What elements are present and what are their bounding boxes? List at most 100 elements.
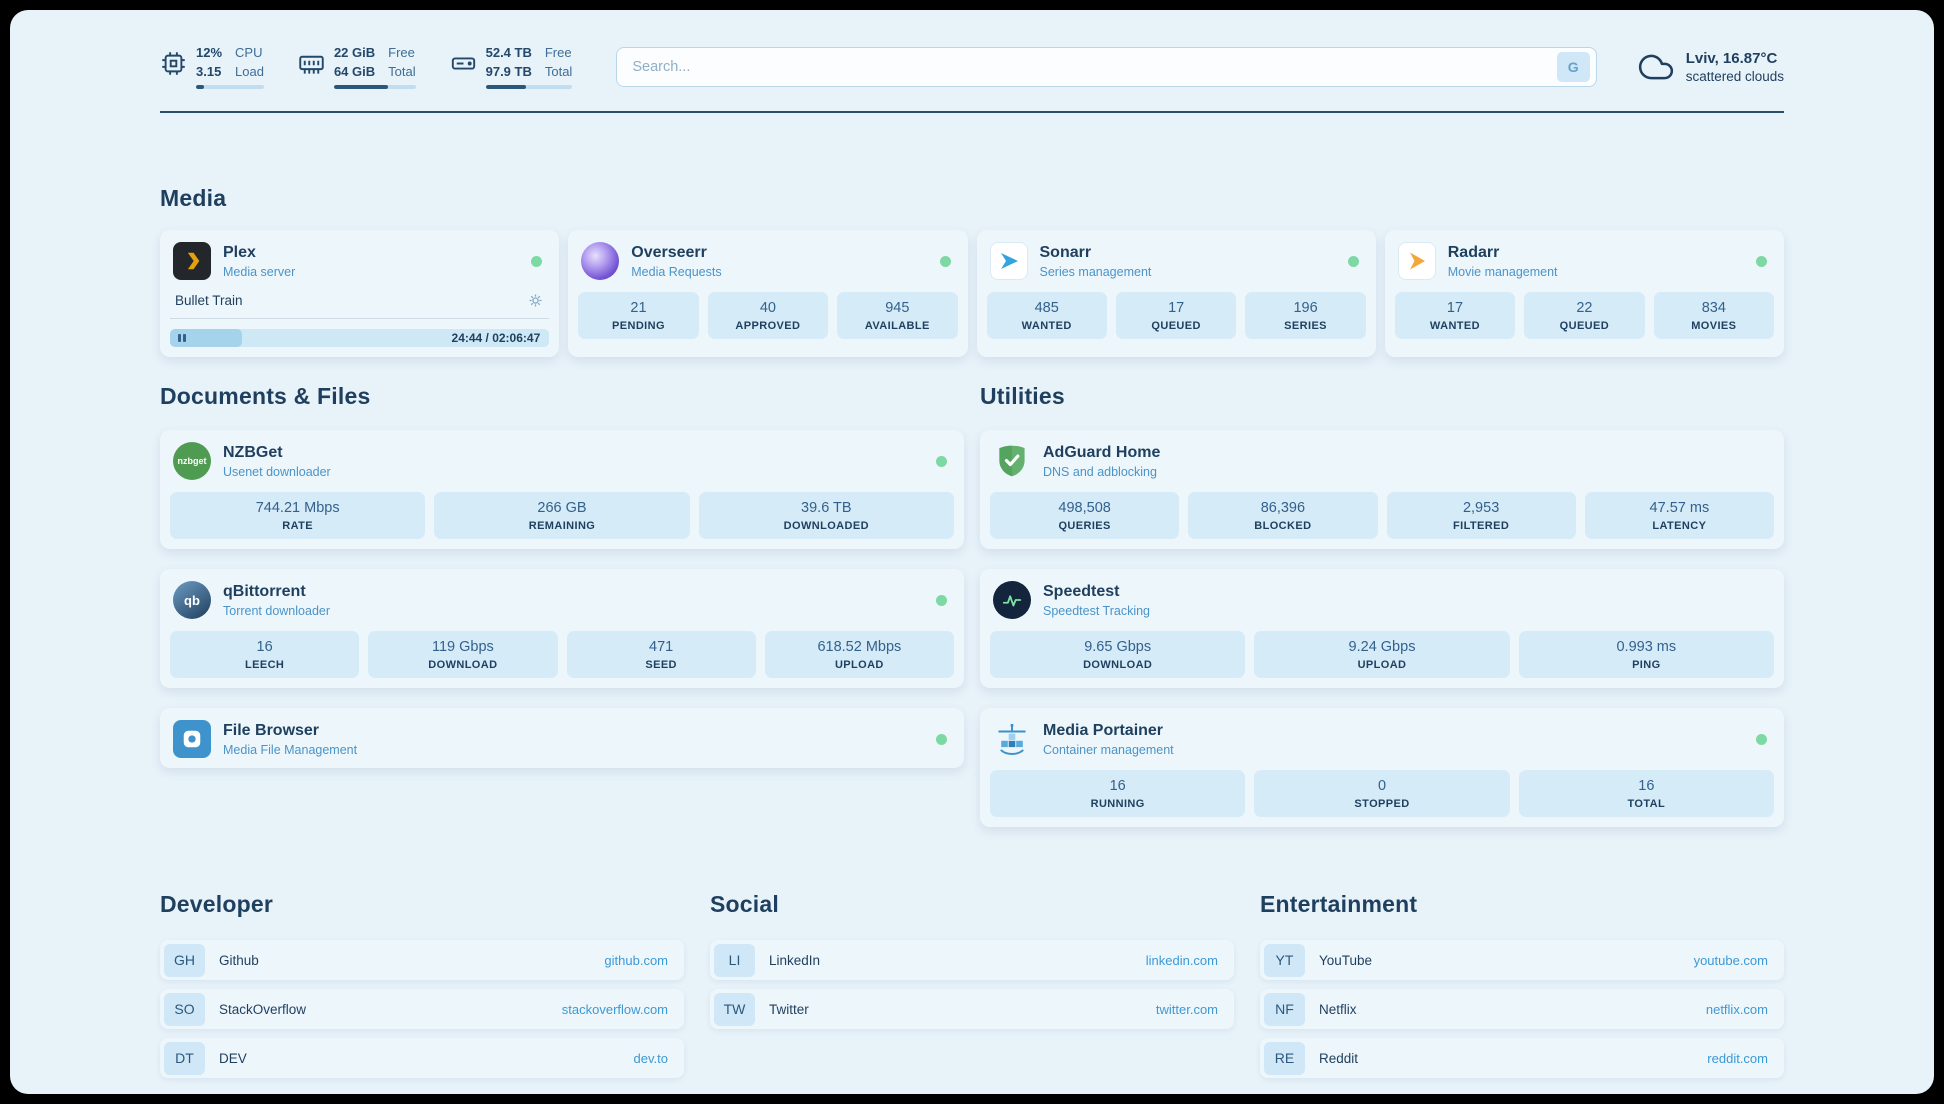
- status-dot: [939, 255, 951, 267]
- sonarr-app-link[interactable]: Sonarr Series management: [987, 240, 1366, 281]
- stat-downloaded: 39.6 TB DOWNLOADED: [698, 492, 954, 540]
- stat-pending: 21 PENDING: [578, 292, 699, 340]
- stat-download: 119 Gbps DOWNLOAD: [368, 631, 558, 679]
- cpu-label: CPU: [235, 45, 263, 60]
- disk-total-label: Total: [544, 63, 573, 79]
- cpu-progress-bar: [196, 85, 264, 90]
- bookmark-name: StackOverflow: [219, 1001, 307, 1017]
- stat-queries: 498,508 QUERIES: [990, 492, 1180, 540]
- disk-free-label: Free: [544, 45, 572, 60]
- media-card-grid: Plex Media server Bullet Train 24: [160, 230, 1784, 358]
- load-label: Load: [235, 63, 264, 79]
- app-title: Radarr: [1447, 243, 1500, 261]
- media-progress-bar[interactable]: 24:44 / 02:06:47: [170, 329, 550, 348]
- bookmark-netflix[interactable]: NF Netflix netflix.com: [1260, 989, 1784, 1030]
- bookmarks-grid: Developer GH Github github.com SO StackO…: [160, 891, 1784, 1087]
- qbittorrent-app-link[interactable]: qb qBittorrent Torrent downloader: [170, 579, 954, 620]
- bookmark-github[interactable]: GH Github github.com: [160, 940, 684, 981]
- app-title: Overseerr: [631, 243, 707, 261]
- cpu-icon: [160, 50, 187, 77]
- overseerr-app-link[interactable]: Overseerr Media Requests: [578, 240, 957, 281]
- bookmark-group-developer: Developer GH Github github.com SO StackO…: [160, 891, 684, 1087]
- stat-running: 16 RUNNING: [990, 770, 1246, 818]
- gear-icon[interactable]: [527, 292, 544, 309]
- app-card-speedtest: Speedtest Speedtest Tracking 9.65 Gbps D…: [980, 569, 1784, 689]
- app-subtitle: Speedtest Tracking: [1043, 603, 1151, 618]
- bookmark-link[interactable]: dev.to: [633, 1050, 668, 1066]
- media-progress-fill: [170, 329, 243, 348]
- bookmark-link[interactable]: netflix.com: [1705, 1001, 1768, 1017]
- bookmark-name: LinkedIn: [769, 952, 821, 968]
- nzbget-app-link[interactable]: nzbget NZBGet Usenet downloader: [170, 440, 954, 481]
- stat-stopped: 0 STOPPED: [1254, 770, 1510, 818]
- media-time: 24:44 / 02:06:47: [451, 331, 541, 346]
- stat-leech: 16 LEECH: [170, 631, 360, 679]
- weather-location: Lviv, 16.87°C: [1685, 49, 1778, 67]
- bookmark-youtube[interactable]: YT YouTube youtube.com: [1260, 940, 1784, 981]
- app-subtitle: Movie management: [1447, 264, 1558, 279]
- status-dot: [936, 455, 947, 467]
- topbar: 12% CPU 3.15 Load: [160, 10, 1784, 114]
- app-subtitle: DNS and adblocking: [1043, 464, 1157, 479]
- stat-upload: 618.52 Mbps UPLOAD: [764, 631, 954, 679]
- bookmark-abbr: DT: [164, 1041, 205, 1075]
- bookmark-name: Netflix: [1319, 1001, 1357, 1017]
- status-dot: [936, 733, 947, 745]
- bookmark-link[interactable]: linkedin.com: [1145, 952, 1218, 968]
- search-input[interactable]: [632, 58, 1557, 75]
- stat-approved: 40 APPROVED: [707, 292, 829, 340]
- radarr-app-link[interactable]: Radarr Movie management: [1395, 240, 1774, 281]
- app-card-portainer: Media Portainer Container management 16 …: [980, 708, 1784, 828]
- portainer-app-link[interactable]: Media Portainer Container management: [990, 718, 1774, 758]
- app-subtitle: Usenet downloader: [223, 464, 331, 479]
- radarr-icon: [1397, 242, 1436, 281]
- stat-rate: 744.21 Mbps RATE: [170, 492, 426, 540]
- bookmark-reddit[interactable]: RE Reddit reddit.com: [1260, 1038, 1784, 1079]
- weather-widget: Lviv, 16.87°C scattered clouds: [1637, 48, 1784, 86]
- app-title: Media Portainer: [1043, 721, 1164, 739]
- app-title: qBittorrent: [223, 582, 306, 600]
- stat-queued: 22 QUEUED: [1524, 292, 1645, 340]
- cloud-icon: [1637, 48, 1675, 86]
- bookmark-link[interactable]: reddit.com: [1707, 1050, 1768, 1066]
- speedtest-app-link[interactable]: Speedtest Speedtest Tracking: [990, 579, 1774, 620]
- adguard-app-link[interactable]: AdGuard Home DNS and adblocking: [990, 440, 1774, 480]
- resource-memory: 22 GiB Free 64 GiB Total: [298, 44, 416, 90]
- stat-available: 945 AVAILABLE: [837, 292, 958, 340]
- bookmark-name: Reddit: [1319, 1050, 1359, 1066]
- bookmark-abbr: TW: [714, 992, 755, 1026]
- filebrowser-app-link[interactable]: File Browser Media File Management: [170, 718, 954, 759]
- speedtest-icon: [993, 581, 1031, 620]
- stat-wanted: 485 WANTED: [986, 292, 1107, 340]
- app-subtitle: Series management: [1039, 264, 1152, 279]
- memory-icon: [298, 50, 325, 77]
- bookmark-link[interactable]: twitter.com: [1155, 1001, 1218, 1017]
- mem-total-label: Total: [388, 63, 416, 79]
- bookmark-link[interactable]: github.com: [604, 952, 668, 968]
- mem-free-label: Free: [388, 45, 415, 60]
- bookmark-abbr: RE: [1264, 1041, 1305, 1075]
- bookmark-linkedin[interactable]: LI LinkedIn linkedin.com: [710, 940, 1234, 981]
- plex-app-link[interactable]: Plex Media server: [170, 240, 549, 281]
- stat-download: 9.65 Gbps DOWNLOAD: [990, 631, 1246, 679]
- search-bar: G: [616, 46, 1597, 87]
- disk-total-value: 97.9 TB: [485, 63, 532, 79]
- bookmark-twitter[interactable]: TW Twitter twitter.com: [710, 989, 1234, 1030]
- app-card-filebrowser: File Browser Media File Management: [160, 708, 964, 769]
- bookmark-name: Github: [219, 952, 259, 968]
- bookmark-stackoverflow[interactable]: SO StackOverflow stackoverflow.com: [160, 989, 684, 1030]
- search-button[interactable]: G: [1556, 51, 1590, 82]
- bookmark-heading-entertainment: Entertainment: [1260, 891, 1418, 918]
- section-heading-documents: Documents & Files: [160, 383, 371, 410]
- bookmark-abbr: LI: [714, 943, 755, 977]
- bookmark-dev[interactable]: DT DEV dev.to: [160, 1038, 684, 1079]
- plex-icon: [173, 242, 211, 281]
- bookmark-link[interactable]: stackoverflow.com: [561, 1001, 668, 1017]
- bookmark-name: DEV: [219, 1050, 247, 1066]
- bookmark-link[interactable]: youtube.com: [1693, 952, 1768, 968]
- qbittorrent-icon: qb: [173, 581, 211, 620]
- pause-icon: [178, 334, 181, 343]
- bookmark-abbr: NF: [1264, 992, 1305, 1026]
- app-title: NZBGet: [223, 443, 283, 461]
- app-card-sonarr: Sonarr Series management 485 WANTED 17 Q…: [976, 230, 1376, 358]
